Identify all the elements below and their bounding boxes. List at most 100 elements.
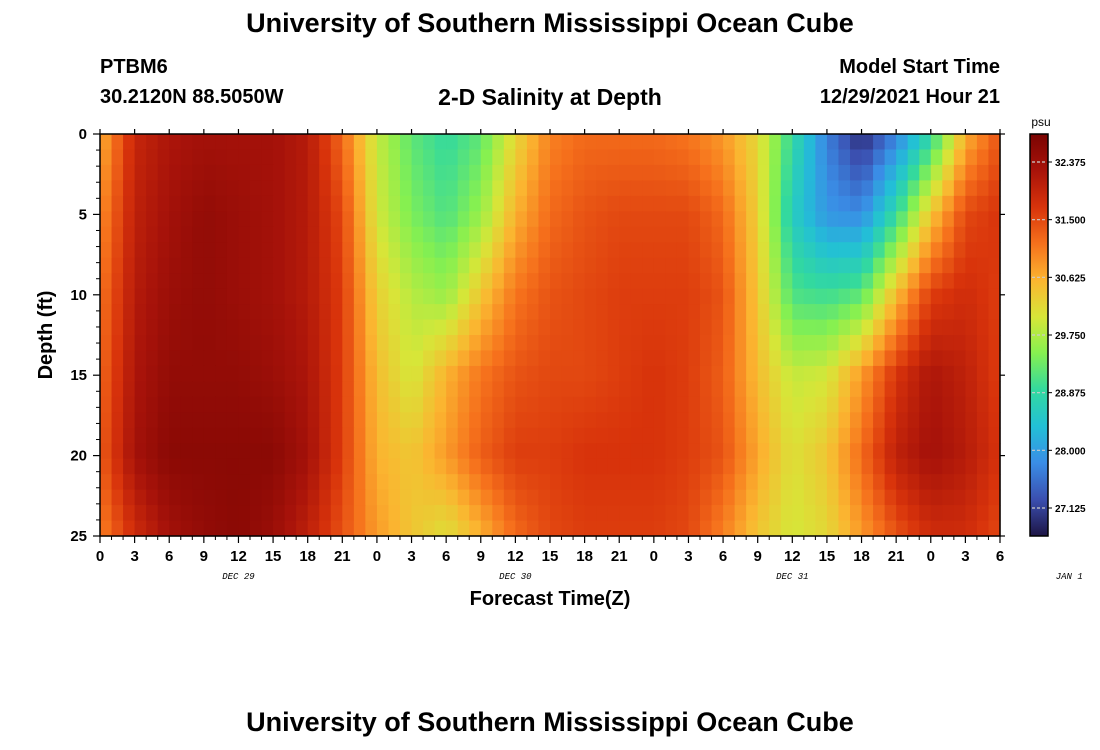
heatmap-cell xyxy=(515,149,528,166)
heatmap-cell xyxy=(550,365,563,382)
heatmap-cell xyxy=(226,180,240,197)
heatmap-cell xyxy=(469,474,482,491)
heatmap-cell xyxy=(215,474,228,491)
heatmap-cell xyxy=(400,195,413,212)
heatmap-cell xyxy=(619,134,632,151)
heatmap-cell xyxy=(342,520,355,537)
heatmap-cell xyxy=(607,195,620,212)
heatmap-cell xyxy=(250,288,263,305)
x-tick-label: 9 xyxy=(200,548,208,565)
heatmap-cell xyxy=(123,257,136,274)
heatmap-cell xyxy=(953,149,966,166)
heatmap-cell xyxy=(653,396,666,413)
heatmap-cell xyxy=(630,134,643,151)
x-tick-label: 3 xyxy=(130,548,138,565)
heatmap-cell xyxy=(734,350,747,367)
heatmap-cell xyxy=(700,412,713,429)
heatmap-cell xyxy=(896,180,909,197)
heatmap-cell xyxy=(457,489,470,506)
heatmap-cell xyxy=(273,226,286,243)
heatmap-cell xyxy=(284,489,297,506)
heatmap-cell xyxy=(630,520,643,537)
heatmap-cell xyxy=(653,288,666,305)
heatmap-cell xyxy=(826,505,840,522)
heatmap-cell xyxy=(976,134,990,151)
heatmap-cell xyxy=(550,180,563,197)
heatmap-cell xyxy=(307,474,320,491)
heatmap-cell xyxy=(353,443,366,460)
heatmap-cell xyxy=(953,489,966,506)
heatmap-cell xyxy=(642,427,655,444)
heatmap-cell xyxy=(284,180,297,197)
heatmap-cell xyxy=(630,335,643,352)
heatmap-cell xyxy=(803,304,816,321)
x-tick-label: 0 xyxy=(373,548,381,565)
heatmap-cell xyxy=(711,288,724,305)
heatmap-cell xyxy=(676,164,690,181)
heatmap-cell xyxy=(619,350,632,367)
heatmap-cell xyxy=(376,195,390,212)
heatmap-cell xyxy=(226,427,240,444)
heatmap-cell xyxy=(434,242,447,259)
heatmap-cell xyxy=(423,273,436,290)
heatmap-cell xyxy=(826,319,840,336)
heatmap-cell xyxy=(307,350,320,367)
heatmap-cell xyxy=(584,427,597,444)
heatmap-cell xyxy=(723,489,736,506)
heatmap-cell xyxy=(180,195,193,212)
heatmap-cell xyxy=(169,427,182,444)
heatmap-cell xyxy=(250,412,263,429)
heatmap-cell xyxy=(284,242,297,259)
heatmap-cell xyxy=(503,134,516,151)
heatmap-cell xyxy=(930,520,943,537)
heatmap-cell xyxy=(134,273,147,290)
heatmap-cell xyxy=(884,134,897,151)
heatmap-cell xyxy=(700,505,713,522)
heatmap-cell xyxy=(838,134,851,151)
heatmap-cell xyxy=(723,149,736,166)
heatmap-cell xyxy=(480,365,493,382)
x-tick-label: 3 xyxy=(407,548,415,565)
heatmap-cell xyxy=(250,226,263,243)
heatmap-cell xyxy=(965,134,978,151)
heatmap-cell xyxy=(480,335,493,352)
heatmap-cell xyxy=(584,288,597,305)
heatmap-cell xyxy=(826,365,840,382)
heatmap-cell xyxy=(584,211,597,228)
heatmap-cell xyxy=(607,443,620,460)
heatmap-cell xyxy=(873,520,886,537)
heatmap-cell xyxy=(665,335,678,352)
heatmap-cell xyxy=(896,149,909,166)
heatmap-cell xyxy=(919,520,932,537)
heatmap-cell xyxy=(942,396,955,413)
heatmap-cell xyxy=(469,164,482,181)
heatmap-cell xyxy=(503,412,516,429)
heatmap-cell xyxy=(919,242,932,259)
heatmap-cell xyxy=(573,134,586,151)
heatmap-cell xyxy=(607,211,620,228)
heatmap-cell xyxy=(480,164,493,181)
heatmap-cell xyxy=(100,180,113,197)
heatmap-cell xyxy=(480,211,493,228)
heatmap-cell xyxy=(688,273,701,290)
heatmap-cell xyxy=(469,489,482,506)
heatmap-cell xyxy=(423,149,436,166)
heatmap-cell xyxy=(342,195,355,212)
heatmap-cell xyxy=(215,381,228,398)
heatmap-cell xyxy=(873,335,886,352)
heatmap-cell xyxy=(873,226,886,243)
heatmap-cell xyxy=(550,474,563,491)
heatmap-cell xyxy=(873,443,886,460)
heatmap-cell xyxy=(850,180,863,197)
heatmap-cell xyxy=(930,211,943,228)
heatmap-cell xyxy=(538,273,551,290)
heatmap-cell xyxy=(515,226,528,243)
heatmap-cell xyxy=(642,520,655,537)
heatmap-cell xyxy=(642,443,655,460)
heatmap-cell xyxy=(596,226,609,243)
x-tick-label: 15 xyxy=(542,548,559,565)
heatmap-cell xyxy=(769,335,782,352)
heatmap-cell xyxy=(665,381,678,398)
heatmap-cell xyxy=(330,288,343,305)
heatmap-cell xyxy=(838,396,851,413)
